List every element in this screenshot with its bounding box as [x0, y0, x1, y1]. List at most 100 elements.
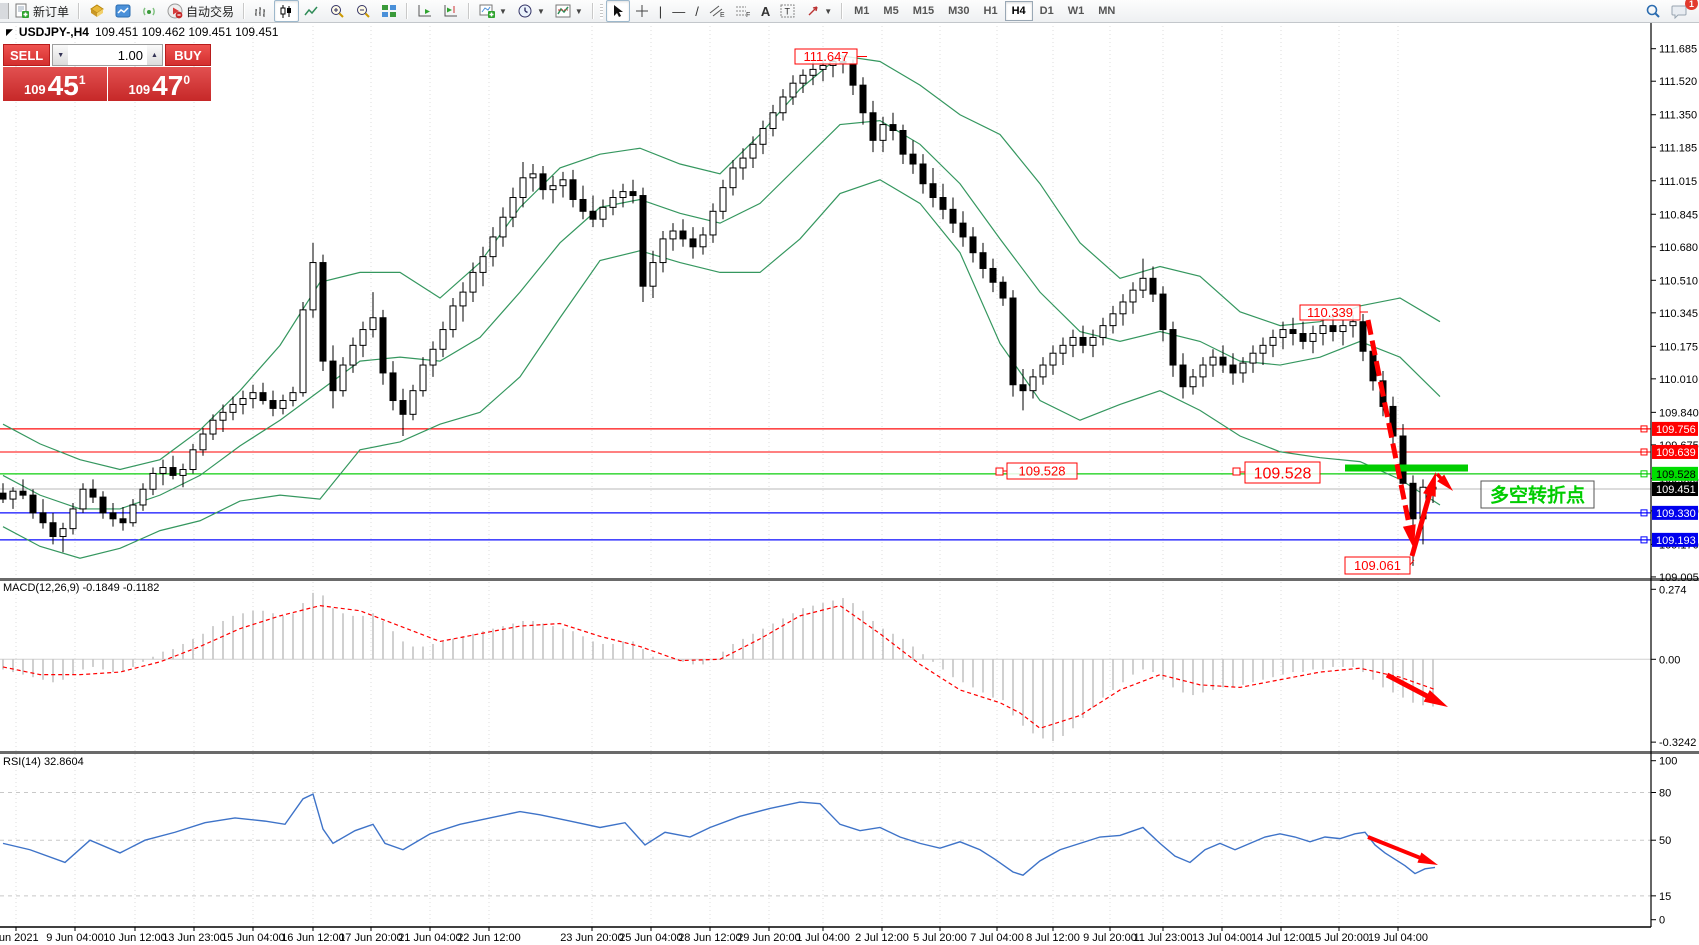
notification-badge: 1 [1685, 0, 1698, 10]
trend-arrow-5[interactable] [1367, 835, 1438, 865]
price-tag-109.451: 109.451 [1652, 482, 1698, 497]
vertical-line-tool-button[interactable]: | [654, 0, 667, 22]
svg-text:110.510: 110.510 [1659, 275, 1698, 287]
indicators-button[interactable]: ▼ [550, 0, 588, 22]
svg-text:T: T [785, 7, 791, 17]
new-order-label: 新订单 [33, 4, 70, 19]
bollinger-bands [2, 54, 1441, 559]
volume-increase-button[interactable]: ▲ [147, 45, 162, 65]
timeframe-M15[interactable]: M15 [912, 5, 935, 17]
svg-text:0.274: 0.274 [1659, 584, 1687, 596]
chart-shift-button[interactable] [438, 0, 464, 22]
volume-decrease-button[interactable]: ▼ [53, 45, 69, 65]
timeframe-W1[interactable]: W1 [1067, 5, 1085, 17]
market-button[interactable] [110, 0, 136, 22]
volume-input[interactable] [68, 45, 147, 65]
dropdown-caret: ▼ [824, 6, 833, 16]
zoom-out-button[interactable] [350, 0, 376, 22]
bar-chart-button[interactable] [249, 0, 274, 22]
timeframe-D1[interactable]: D1 [1039, 5, 1054, 17]
svg-text:23 Jun 20:00: 23 Jun 20:00 [560, 932, 624, 944]
price-tag-109.756: 109.756 [1652, 421, 1698, 436]
buy-price-small: 109 [128, 82, 151, 97]
price-annotation-110.339[interactable]: 110.339 [1299, 304, 1368, 321]
text-icon: A [760, 3, 771, 19]
turning-point-callout[interactable]: 多空转折点 [1480, 480, 1595, 509]
text-label-tool-button[interactable]: T [775, 0, 801, 22]
zoom-out-icon [357, 5, 370, 18]
svg-text:109.639: 109.639 [1656, 447, 1696, 459]
new-chart-button[interactable]: ▼ [474, 0, 512, 22]
symbol-quotes: 109.451 109.462 109.451 109.451 [94, 25, 279, 39]
price-annotation-109.528[interactable]: 109.528 [995, 462, 1078, 480]
auto-scroll-button[interactable] [412, 0, 438, 22]
sell-price-sup: 1 [78, 73, 86, 87]
periods-button[interactable]: ▼ [512, 0, 550, 22]
auto-trading-label: 自动交易 [186, 4, 235, 19]
price-annotation-109.528[interactable]: 109.528 [1232, 461, 1321, 484]
price-annotation-111.647[interactable]: 111.647 [794, 48, 867, 65]
svg-text:11 Jul 23:00: 11 Jul 23:00 [1133, 932, 1192, 944]
separator [841, 3, 844, 19]
timeframe-H4[interactable]: H4 [1004, 1, 1033, 21]
text-tool-button[interactable]: A [756, 0, 775, 22]
trend-arrow-2[interactable] [1409, 472, 1436, 557]
trend-arrow-3[interactable] [1435, 472, 1453, 491]
sell-button[interactable]: SELL [3, 44, 51, 66]
svg-text:16 Jun 12:00: 16 Jun 12:00 [281, 932, 345, 944]
separator [243, 3, 246, 19]
new-order-button[interactable]: 新订单 [9, 0, 74, 22]
separator [468, 3, 471, 19]
horizontal-line-tool-button[interactable]: — [667, 0, 690, 22]
candle-chart-button[interactable] [274, 0, 300, 22]
arrows-icon [808, 6, 818, 16]
macd-pane [2, 592, 1436, 742]
timeframe-MN[interactable]: MN [1098, 5, 1116, 17]
svg-text:F: F [746, 12, 750, 18]
signals-button[interactable] [136, 0, 162, 22]
svg-text:21 Jun 04:00: 21 Jun 04:00 [398, 932, 462, 944]
equidistant-channel-icon: E [709, 5, 725, 18]
line-chart-icon [304, 6, 318, 15]
svg-text:109.528: 109.528 [1254, 465, 1312, 482]
svg-text:109.061: 109.061 [1354, 558, 1401, 573]
buy-button[interactable]: BUY [165, 44, 211, 66]
trendline-tool-button[interactable]: / [690, 0, 704, 22]
toolbar-grip [599, 3, 603, 19]
crosshair-tool-button[interactable] [630, 0, 654, 22]
svg-text:22 Jun 12:00: 22 Jun 12:00 [457, 932, 521, 944]
buy-price-box[interactable]: 109 47 0 [107, 67, 211, 101]
sell-price-box[interactable]: 109 45 1 [3, 67, 107, 101]
zoom-in-button[interactable] [324, 0, 350, 22]
price-annotation-109.061[interactable]: 109.061 [1344, 556, 1415, 575]
channel-tool-button[interactable]: E [704, 0, 730, 22]
mql-button[interactable] [84, 0, 110, 22]
svg-text:100: 100 [1659, 756, 1677, 768]
notifications-button[interactable]: 1 [1666, 0, 1698, 22]
tile-windows-icon [382, 5, 397, 17]
svg-text:111.685: 111.685 [1659, 44, 1697, 56]
trend-arrow-4[interactable] [1385, 672, 1448, 707]
search-icon [1646, 4, 1660, 18]
timeframe-M1[interactable]: M1 [854, 5, 870, 17]
svg-text:110.680: 110.680 [1659, 242, 1698, 254]
fibonacci-tool-button[interactable]: F [730, 0, 756, 22]
trend-arrow-1[interactable] [1365, 319, 1416, 549]
cursor-tool-button[interactable] [605, 0, 630, 22]
timeframe-M5[interactable]: M5 [883, 5, 899, 17]
arrows-tool-button[interactable]: ▼ [801, 0, 837, 22]
line-chart-button[interactable] [299, 0, 324, 22]
search-button[interactable] [1640, 0, 1666, 22]
svg-text:13 Jun 23:00: 13 Jun 23:00 [162, 932, 226, 944]
timeframe-M30[interactable]: M30 [948, 5, 970, 17]
auto-trading-button[interactable]: 自动交易 [162, 0, 239, 22]
dropdown-caret: ▼ [574, 6, 583, 16]
svg-text:109.528: 109.528 [1656, 469, 1696, 481]
svg-text:10 Jun 12:00: 10 Jun 12:00 [103, 932, 167, 944]
new-order-icon [15, 3, 29, 18]
timeframe-H1[interactable]: H1 [983, 5, 998, 17]
price-tag-109.33: 109.330 [1652, 505, 1698, 520]
tile-windows-button[interactable] [376, 0, 402, 22]
